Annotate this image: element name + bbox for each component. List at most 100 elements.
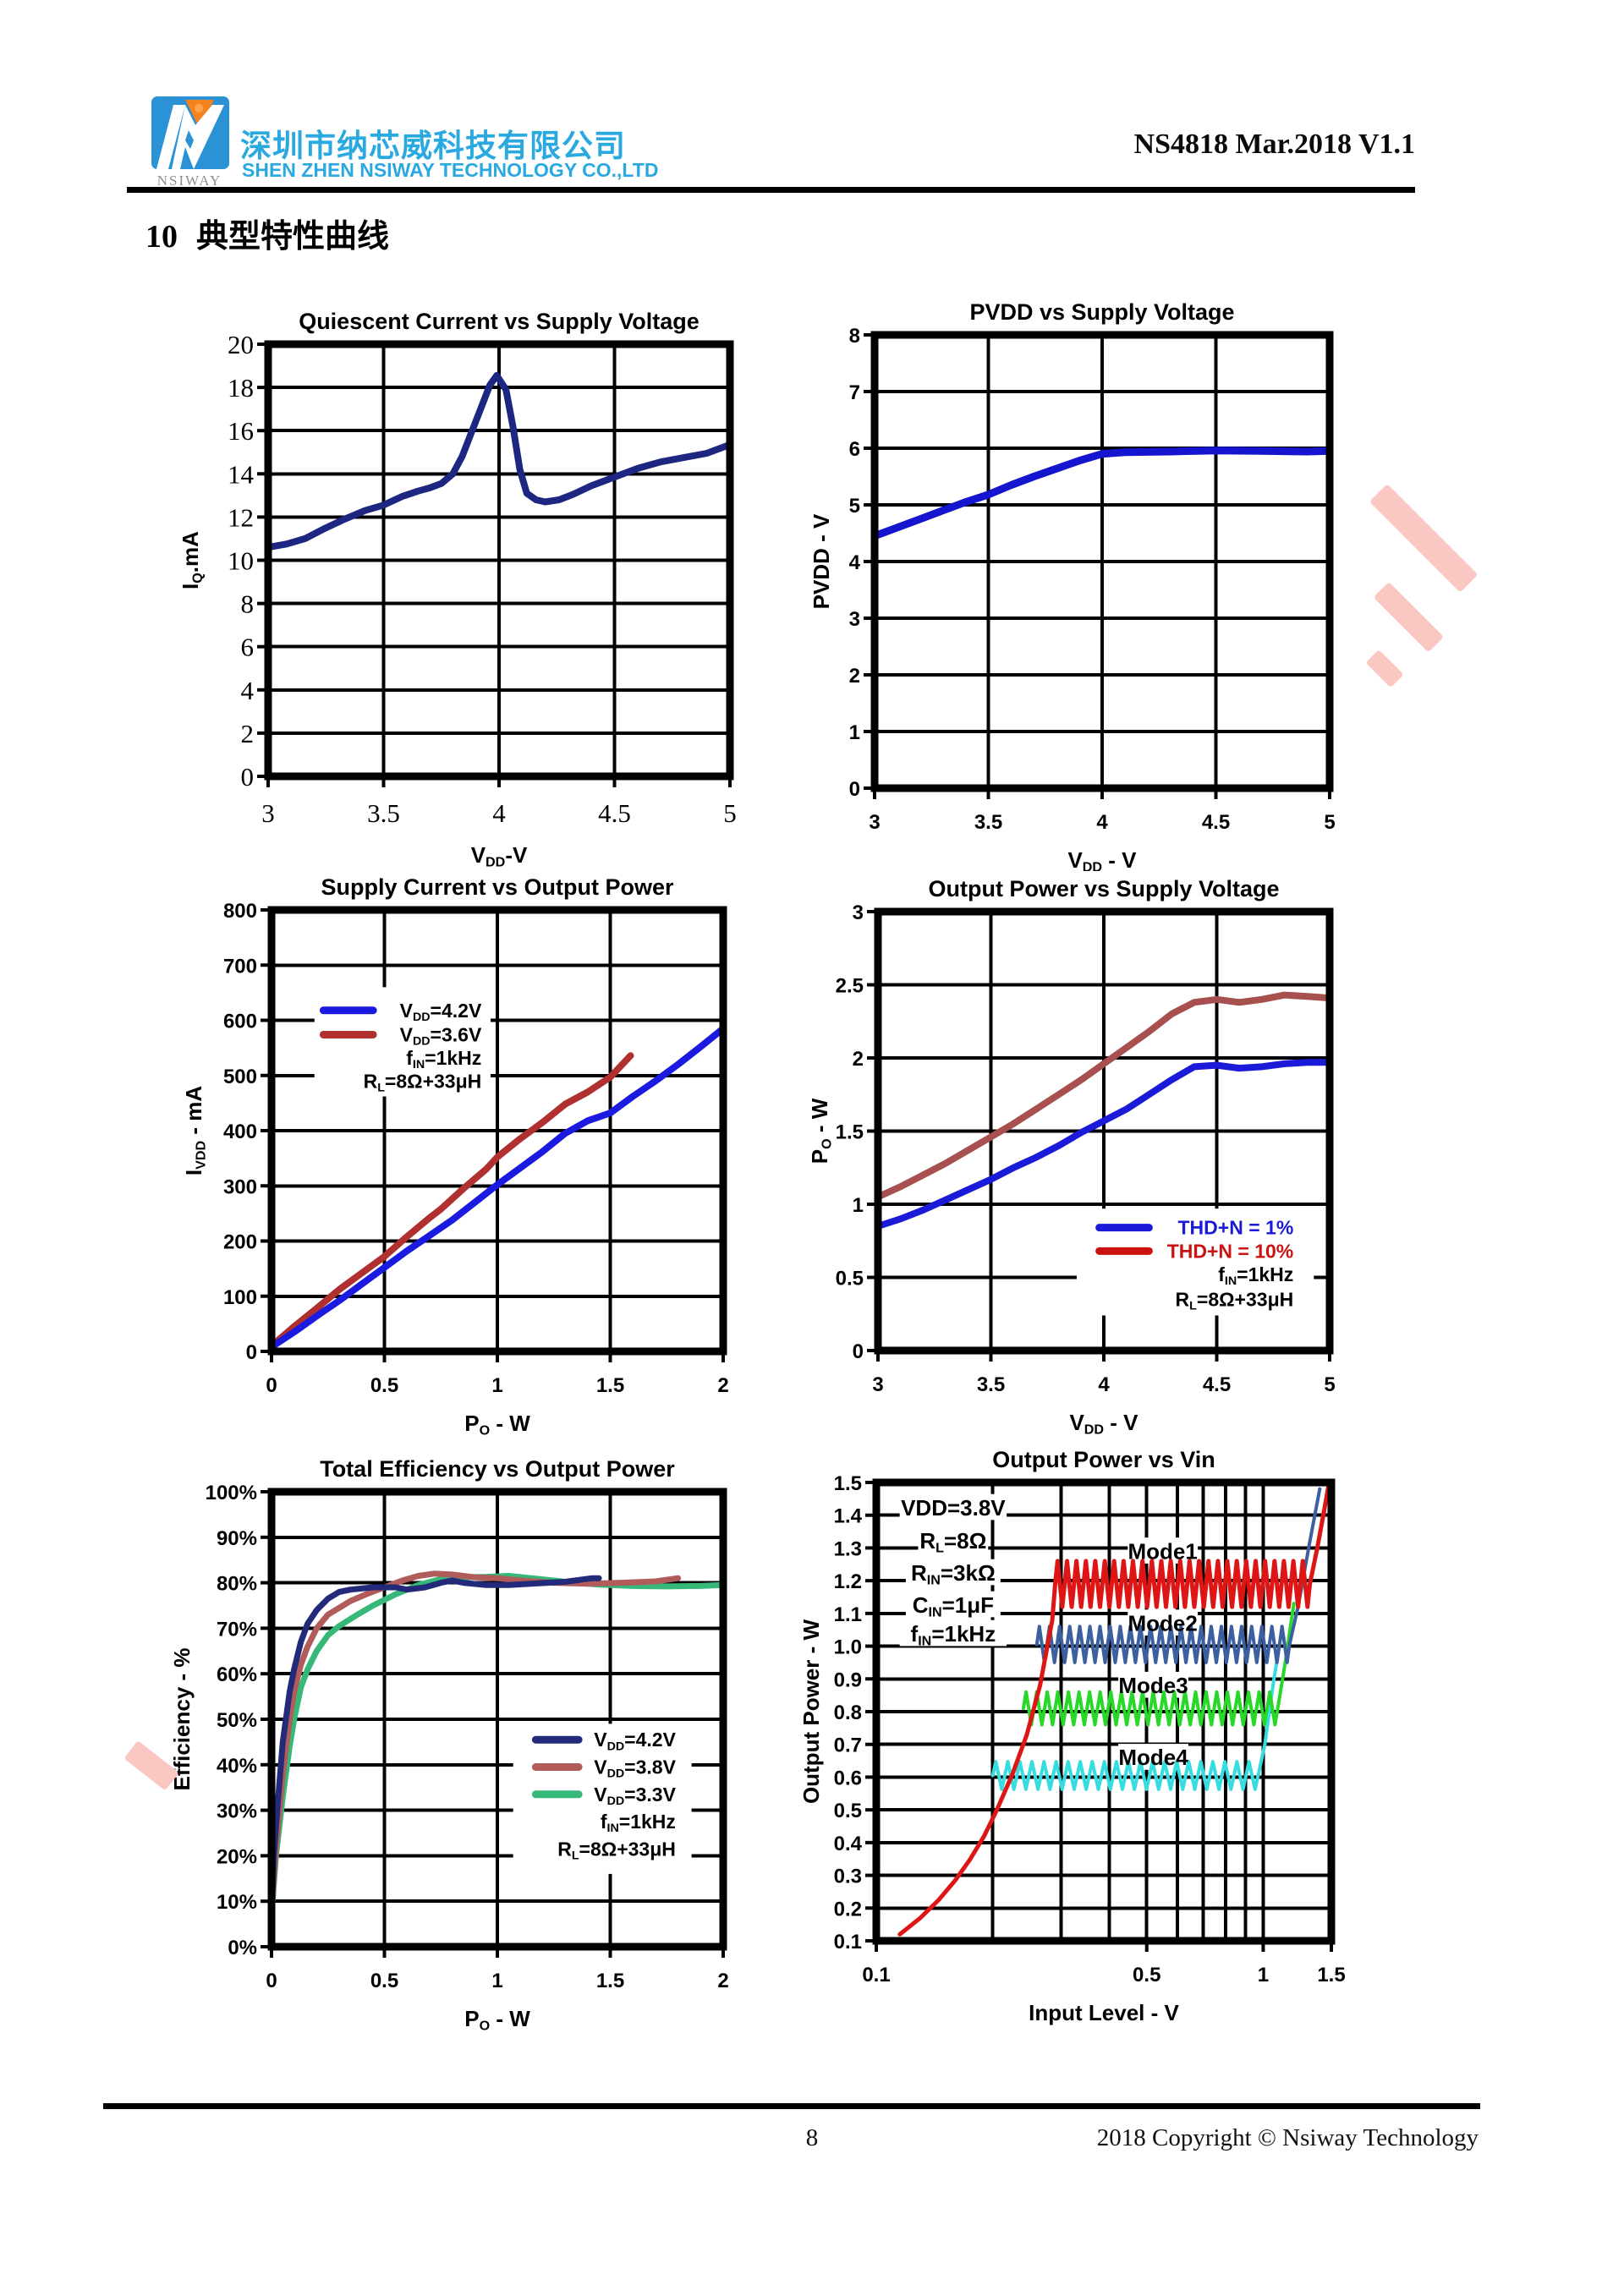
svg-text:1.0: 1.0: [834, 1636, 862, 1659]
svg-text:Total Efficiency vs Output Pow: Total Efficiency vs Output Power: [320, 1456, 675, 1482]
section-heading-text: 典型特性曲线: [196, 219, 390, 255]
svg-text:1.5: 1.5: [596, 1970, 624, 1992]
svg-text:14: 14: [228, 459, 255, 489]
header-divider: [127, 187, 1415, 193]
svg-text:0.5: 0.5: [834, 1800, 862, 1822]
svg-text:1: 1: [1258, 1964, 1269, 1986]
svg-text:0: 0: [246, 1341, 257, 1364]
svg-text:3: 3: [872, 1373, 883, 1396]
svg-text:0.3: 0.3: [834, 1866, 862, 1888]
section-number: 10: [145, 219, 178, 255]
svg-text:VDD=4.2V: VDD=4.2V: [400, 1000, 482, 1024]
svg-text:200: 200: [223, 1231, 257, 1254]
svg-text:3.5: 3.5: [977, 1373, 1005, 1396]
svg-text:THD+N = 10%: THD+N = 10%: [1167, 1240, 1294, 1262]
svg-text:400: 400: [223, 1121, 257, 1143]
svg-text:Mode2: Mode2: [1128, 1610, 1198, 1636]
doc-reference: NS4818 Mar.2018 V1.1: [1133, 129, 1415, 160]
svg-text:10: 10: [228, 546, 254, 576]
svg-text:0.8: 0.8: [834, 1701, 862, 1724]
svg-text:PO - W: PO - W: [464, 2006, 530, 2034]
svg-text:Mode1: Mode1: [1128, 1538, 1198, 1564]
company-name-cn: 深圳市纳芯威科技有限公司: [240, 129, 626, 163]
svg-text:50%: 50%: [217, 1709, 257, 1732]
svg-text:1: 1: [853, 1194, 864, 1217]
svg-text:20%: 20%: [217, 1845, 257, 1868]
svg-text:RL=8Ω+33μH: RL=8Ω+33μH: [1176, 1288, 1294, 1312]
svg-text:0: 0: [853, 1340, 864, 1363]
svg-text:5: 5: [1324, 811, 1335, 834]
svg-text:18: 18: [228, 373, 254, 403]
svg-text:0.4: 0.4: [834, 1833, 863, 1855]
svg-text:CIN=1μF: CIN=1μF: [913, 1592, 994, 1620]
svg-text:3: 3: [849, 608, 860, 631]
svg-text:60%: 60%: [217, 1663, 257, 1686]
svg-text:3.5: 3.5: [974, 811, 1002, 834]
svg-text:2: 2: [717, 1374, 728, 1397]
svg-text:100%: 100%: [206, 1482, 257, 1504]
svg-text:PO - W: PO - W: [464, 1411, 530, 1436]
svg-text:1.5: 1.5: [596, 1374, 624, 1397]
chart-total-efficiency-vs-output-power: VDD=4.2V VDD=3.8V VDD=3.3V fIN=1kHz RL=8Ω+33…: [127, 1436, 770, 2038]
svg-text:IVDD - mA: IVDD - mA: [181, 1086, 209, 1175]
svg-text:0.5: 0.5: [1133, 1964, 1160, 1986]
svg-text:VDD=3.6V: VDD=3.6V: [400, 1023, 482, 1048]
svg-text:4: 4: [849, 551, 861, 574]
svg-text:0.1: 0.1: [834, 1931, 862, 1954]
svg-text:fIN=1kHz: fIN=1kHz: [406, 1047, 481, 1071]
chart-supply-current-vs-output-power: VDD=4.2V VDD=3.6V fIN=1kHz RL=8Ω+33μH 0 0.5 1 1…: [127, 864, 770, 1436]
svg-text:6: 6: [241, 633, 255, 662]
svg-text:3: 3: [261, 798, 275, 828]
svg-text:fIN=1kHz: fIN=1kHz: [911, 1621, 996, 1649]
svg-text:1.5: 1.5: [836, 1121, 864, 1144]
svg-text:RL=8Ω+33μH: RL=8Ω+33μH: [364, 1070, 482, 1094]
svg-text:1.1: 1.1: [834, 1603, 862, 1626]
svg-text:0.1: 0.1: [862, 1964, 890, 1986]
svg-text:300: 300: [223, 1175, 257, 1198]
svg-text:PVDD - V: PVDD - V: [809, 513, 834, 609]
svg-text:1: 1: [491, 1374, 502, 1397]
svg-text:VDD-V: VDD-V: [471, 842, 528, 870]
svg-text:8: 8: [241, 589, 255, 619]
svg-text:fIN=1kHz: fIN=1kHz: [601, 1811, 676, 1835]
svg-text:2.5: 2.5: [836, 975, 864, 998]
svg-text:1.2: 1.2: [834, 1570, 862, 1593]
svg-text:3.5: 3.5: [367, 798, 400, 828]
svg-text:5: 5: [1324, 1373, 1335, 1396]
svg-text:1: 1: [491, 1970, 502, 1992]
svg-text:16: 16: [228, 416, 254, 446]
svg-text:3: 3: [869, 811, 880, 834]
svg-text:0: 0: [849, 778, 860, 801]
svg-text:fIN=1kHz: fIN=1kHz: [1218, 1263, 1293, 1288]
svg-text:Input Level - V: Input Level - V: [1029, 2000, 1179, 2025]
svg-text:0.6: 0.6: [834, 1767, 862, 1789]
logo-wordmark: NSIWAY: [156, 173, 222, 189]
svg-text:0.7: 0.7: [834, 1734, 862, 1757]
svg-text:IQ.mA: IQ.mA: [178, 531, 206, 589]
svg-text:30%: 30%: [217, 1800, 257, 1823]
svg-text:100: 100: [223, 1286, 257, 1309]
svg-text:4.5: 4.5: [1202, 811, 1230, 834]
svg-text:4.5: 4.5: [1203, 1373, 1231, 1396]
chart-output-power-vs-supply-voltage: THD+N = 1% THD+N = 10% fIN=1kHz RL=8Ω+33μH 3…: [795, 864, 1455, 1436]
svg-text:0.2: 0.2: [834, 1898, 862, 1921]
copyright-text: 2018 Copyright © Nsiway Technology: [1096, 2124, 1479, 2151]
svg-text:4: 4: [492, 798, 506, 828]
svg-text:VDD=3.8V: VDD=3.8V: [901, 1495, 1006, 1521]
svg-text:Output Power vs Supply Voltage: Output Power vs Supply Voltage: [928, 876, 1279, 901]
svg-text:2: 2: [241, 719, 255, 748]
svg-text:5: 5: [849, 495, 860, 518]
chart-output-power-vs-vin: VDD=3.8V RL=8Ω RIN=3kΩ CIN=1μF fIN=1kHz Mode1…: [795, 1436, 1455, 2038]
svg-text:Output Power vs Vin: Output Power vs Vin: [992, 1447, 1215, 1472]
svg-text:Output Power - W: Output Power - W: [798, 1619, 824, 1805]
svg-text:1.5: 1.5: [1317, 1964, 1345, 1986]
svg-text:4: 4: [241, 676, 255, 705]
svg-text:1.5: 1.5: [834, 1472, 862, 1495]
svg-text:90%: 90%: [217, 1527, 257, 1550]
svg-text:7: 7: [849, 381, 860, 404]
svg-text:0: 0: [241, 762, 255, 792]
svg-text:4: 4: [1096, 811, 1108, 834]
svg-text:Mode4: Mode4: [1118, 1745, 1188, 1770]
svg-text:800: 800: [223, 900, 257, 923]
